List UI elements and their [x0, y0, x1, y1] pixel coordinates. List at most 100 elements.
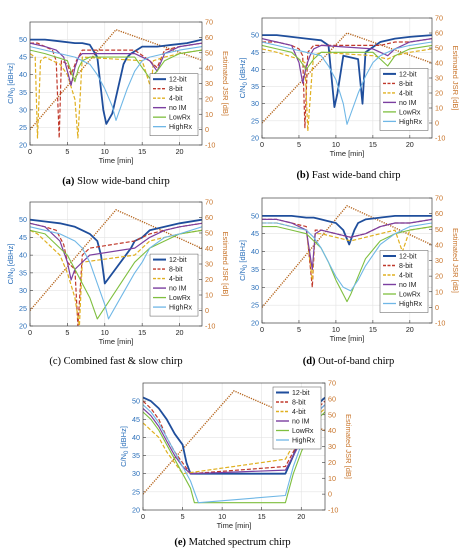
series-line-no-im — [30, 222, 202, 281]
x-tick-label: 10 — [332, 325, 340, 334]
x-tick-label: 20 — [406, 325, 414, 334]
caption-d: (d) Out-of-band chirp — [232, 356, 465, 367]
y2-tick-label: 0 — [205, 125, 209, 134]
y2-tick-label: 40 — [435, 240, 443, 249]
caption-d-letter: (d) — [302, 356, 316, 367]
legend-box — [149, 73, 199, 136]
series-line-highrx — [30, 226, 202, 320]
x-tick-label: 15 — [369, 140, 377, 149]
legend-box — [272, 386, 322, 450]
y-tick-label: 50 — [251, 211, 259, 220]
y-tick-label: 25 — [19, 304, 27, 313]
legend: 12-bit 8-bit 4-bit no IM LowRx HighRx — [149, 253, 199, 317]
y2-tick-label: 60 — [328, 394, 336, 403]
series-line-highrx — [262, 222, 432, 292]
x-tick-label: 5 — [65, 147, 69, 156]
series-line-12-bit — [262, 34, 432, 108]
legend-label: LowRx — [169, 115, 191, 122]
legend-label: 8-bit — [169, 86, 183, 93]
legend-label: no IM — [399, 100, 417, 107]
y-tick-label: 20 — [251, 134, 259, 143]
x-tick-label: 5 — [297, 325, 301, 334]
legend-label: no IM — [399, 282, 417, 289]
x-tick-label: 10 — [218, 512, 226, 521]
x-tick-label: 0 — [260, 140, 264, 149]
y2-tick-label: 50 — [328, 410, 336, 419]
series-line-highrx — [262, 41, 432, 125]
legend-label: 12-bit — [169, 77, 187, 84]
series-line-jsr — [262, 32, 432, 124]
series-line-lowrx — [30, 49, 202, 83]
y2-tick-label: 70 — [205, 198, 213, 207]
y2-tick-label: 60 — [205, 33, 213, 42]
legend-box — [379, 250, 429, 313]
legend: 12-bit 8-bit 4-bit no IM LowRx HighRx — [272, 386, 322, 450]
series-line-4-bit — [30, 229, 202, 326]
series-line-4-bit — [262, 222, 432, 281]
y2-tick-label: 50 — [435, 44, 443, 53]
caption-b-letter: (b) — [296, 170, 310, 181]
series-line-highrx — [30, 46, 202, 121]
legend-label: LowRx — [399, 292, 421, 299]
plot-frame — [261, 17, 433, 139]
legend-label: 4-bit — [292, 409, 306, 416]
y2-tick-label: 30 — [205, 260, 213, 269]
legend-label: 4-bit — [169, 276, 183, 283]
series-line-12-bit — [30, 218, 202, 285]
legend-box — [149, 253, 199, 317]
x-axis-label: Time [min] — [99, 156, 134, 165]
legend-label: 8-bit — [292, 400, 306, 407]
plot-lines — [30, 28, 202, 139]
legend-label: no IM — [169, 105, 187, 112]
series-line-lowrx — [262, 226, 432, 303]
y2-axis-label: Estimated JSR [dB] — [221, 231, 230, 296]
x-tick-label: 0 — [260, 325, 264, 334]
y2-tick-label: 50 — [205, 48, 213, 57]
y2-tick-label: 50 — [205, 229, 213, 238]
y2-tick-label: 50 — [435, 225, 443, 234]
y-axis-label: C/N0 [dBHz] — [238, 58, 249, 99]
x-axis-label: Time [min] — [99, 337, 134, 346]
x-tick-label: 20 — [176, 328, 184, 337]
plot-lines — [262, 204, 432, 308]
x-tick-label: 10 — [101, 147, 109, 156]
y2-axis-label: Estimated JSR [dB] — [451, 228, 460, 293]
legend-label: 12-bit — [292, 390, 310, 397]
y-tick-label: 25 — [19, 123, 27, 132]
plot-frame — [261, 197, 433, 324]
caption-d-text: Out-of-band chirp — [318, 356, 395, 367]
y-tick-label: 25 — [251, 301, 259, 310]
y2-tick-label: 20 — [435, 272, 443, 281]
y2-tick-label: 40 — [328, 426, 336, 435]
series-line-4-bit — [143, 407, 325, 475]
y-tick-label: 20 — [19, 322, 27, 331]
y2-tick-label: 60 — [435, 29, 443, 38]
series-line-12-bit — [30, 38, 202, 125]
y2-tick-label: 20 — [435, 89, 443, 98]
plot-frame — [29, 21, 203, 146]
caption-a-text: Slow wide-band chirp — [77, 176, 170, 187]
x-tick-label: 5 — [65, 328, 69, 337]
y-axis-label: C/N0 [dBHz] — [238, 240, 249, 281]
y2-tick-label: 0 — [205, 306, 209, 315]
y-axis-label: C/N0 [dBHz] — [6, 63, 17, 104]
y2-tick-label: 20 — [205, 94, 213, 103]
x-axis-label: Time [min] — [330, 334, 365, 343]
x-axis-label: Time [min] — [217, 521, 252, 530]
x-tick-label: 10 — [101, 328, 109, 337]
x-tick-label: 15 — [138, 147, 146, 156]
y2-tick-label: 30 — [328, 442, 336, 451]
legend-label: 12-bit — [399, 71, 417, 78]
y-tick-label: 40 — [251, 65, 259, 74]
y-tick-label: 45 — [251, 48, 259, 57]
y2-axis-label: Estimated JSR [dB] — [344, 414, 353, 479]
y2-tick-label: -10 — [328, 506, 338, 515]
y-tick-label: 45 — [132, 415, 140, 424]
series-line-jsr — [143, 390, 325, 495]
caption-e-letter: (e) — [174, 537, 186, 548]
y2-tick-label: 30 — [205, 79, 213, 88]
y2-tick-label: 30 — [435, 256, 443, 265]
y-tick-label: 50 — [251, 31, 259, 40]
caption-e-text: Matched spectrum chirp — [188, 537, 291, 548]
legend-label: LowRx — [292, 428, 314, 435]
